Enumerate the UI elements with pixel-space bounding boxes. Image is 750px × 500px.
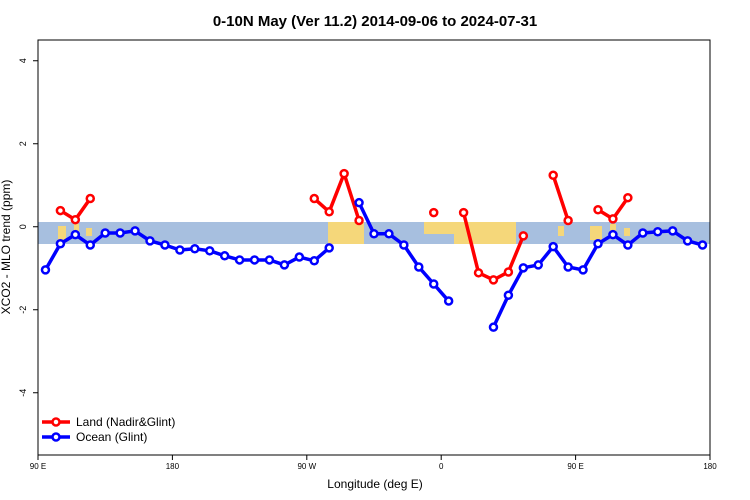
y-tick-label: 4	[18, 58, 28, 63]
point	[324, 207, 334, 217]
series-line	[551, 174, 570, 222]
y-tick-label: -4	[18, 389, 28, 397]
land-patch	[328, 222, 364, 244]
point	[324, 243, 334, 253]
point	[100, 228, 110, 238]
point	[608, 229, 618, 240]
point	[279, 260, 290, 270]
legend-label: Ocean (Glint)	[76, 430, 147, 444]
point	[533, 260, 544, 270]
point	[399, 240, 409, 250]
point	[115, 228, 125, 238]
point	[548, 241, 558, 252]
point	[204, 246, 215, 256]
chart-title: 0-10N May (Ver 11.2) 2014-09-06 to 2024-…	[213, 13, 537, 30]
point	[264, 255, 275, 265]
point	[145, 236, 155, 246]
point	[443, 296, 454, 306]
legend-label: Land (Nadir&Glint)	[76, 415, 175, 429]
y-tick-label: -2	[18, 306, 28, 314]
point	[70, 214, 81, 225]
point	[339, 168, 349, 179]
point	[130, 226, 140, 236]
point	[548, 170, 558, 181]
point	[667, 226, 678, 236]
point	[503, 267, 514, 277]
x-tick-label: 0	[439, 462, 444, 471]
land-patch	[590, 226, 602, 240]
point	[55, 205, 66, 216]
point	[55, 239, 66, 249]
point	[354, 197, 364, 208]
point	[623, 240, 633, 250]
point	[354, 215, 364, 226]
point	[578, 265, 588, 275]
point	[563, 215, 573, 226]
point	[488, 275, 499, 285]
land-patch	[424, 222, 454, 234]
land-patch	[454, 222, 516, 244]
point	[623, 192, 633, 203]
point	[638, 228, 648, 238]
point	[428, 207, 439, 218]
point	[40, 265, 51, 275]
point	[697, 240, 708, 250]
point	[428, 279, 439, 289]
point	[369, 229, 379, 239]
point	[85, 240, 96, 250]
point	[160, 240, 170, 250]
point	[518, 263, 529, 273]
land-patch	[74, 224, 79, 236]
point	[458, 207, 469, 218]
point	[593, 204, 603, 215]
y-tick-label: 0	[18, 224, 28, 229]
x-tick-label: 90 E	[30, 462, 46, 471]
x-tick-label: 180	[166, 462, 180, 471]
point	[518, 231, 529, 241]
point	[414, 262, 424, 272]
series-line	[313, 171, 361, 222]
point	[384, 229, 394, 239]
point	[608, 214, 618, 224]
point	[473, 268, 484, 278]
x-axis-label: Longitude (deg E)	[327, 477, 422, 491]
point	[488, 322, 499, 332]
point	[652, 226, 663, 237]
land-patch	[624, 228, 630, 236]
y-tick-label: 2	[18, 141, 28, 146]
point	[503, 290, 514, 300]
land-patch	[58, 226, 66, 240]
point	[563, 262, 573, 272]
point	[190, 243, 200, 254]
legend-marker	[51, 432, 61, 442]
y-axis-label: XCO2 - MLO trend (ppm)	[0, 180, 13, 315]
x-tick-label: 90 W	[297, 462, 316, 471]
land-patch	[86, 228, 92, 236]
point	[234, 255, 245, 265]
land-patch	[558, 226, 564, 236]
point	[85, 193, 96, 204]
point	[294, 252, 305, 262]
legend-marker	[51, 417, 61, 427]
x-tick-label: 180	[703, 462, 717, 471]
point	[309, 193, 320, 204]
point	[682, 236, 693, 246]
x-tick-label: 90 E	[567, 462, 583, 471]
point	[70, 229, 81, 240]
point	[309, 256, 320, 266]
plot-frame	[37, 39, 711, 456]
point	[219, 251, 230, 261]
point	[175, 245, 185, 255]
point	[593, 239, 603, 249]
point	[249, 255, 260, 265]
